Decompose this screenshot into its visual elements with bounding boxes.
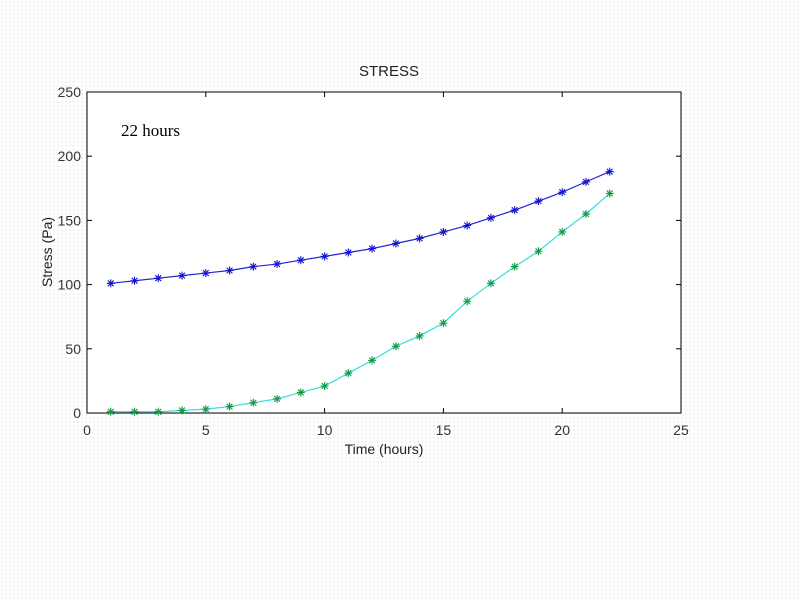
series-1-point [439, 227, 448, 236]
series-2-point [558, 227, 567, 236]
series-2-point [296, 388, 305, 397]
series-1-point [225, 266, 234, 275]
series-2-point [130, 407, 139, 416]
series-2-point [201, 405, 210, 414]
x-axis-ticks: 0 5 10 15 20 25 [83, 92, 689, 438]
x-tick-label: 20 [554, 422, 570, 438]
series-1-line [110, 171, 610, 284]
series-2-point [581, 209, 590, 218]
series-2-point [273, 394, 282, 403]
series-2-point [486, 279, 495, 288]
series-1-point [178, 271, 187, 280]
y-tick-label: 150 [58, 212, 82, 228]
series-1-point [344, 248, 353, 257]
series-1-point [510, 206, 519, 215]
series-2-point [463, 297, 472, 306]
series-layer [106, 167, 614, 416]
x-axis-title: Time (hours) [345, 441, 424, 457]
series-1-point [201, 269, 210, 278]
series-2-point [344, 369, 353, 378]
x-tick-label: 5 [202, 422, 210, 438]
y-tick-label: 0 [73, 405, 81, 421]
series-1-point [581, 177, 590, 186]
series-1-point [320, 252, 329, 261]
series-2-point [225, 402, 234, 411]
chart-title: STRESS [359, 63, 419, 80]
series-1-point [558, 188, 567, 197]
y-axis-ticks: 0 50 100 150 200 250 [58, 84, 681, 421]
series-1-point [368, 244, 377, 253]
series-2-point [391, 342, 400, 351]
series-1-point [415, 234, 424, 243]
y-tick-label: 50 [65, 341, 81, 357]
series-1-point [463, 221, 472, 230]
series-1-point [273, 260, 282, 269]
series-1-point [296, 256, 305, 265]
x-tick-label: 15 [436, 422, 452, 438]
series-2-point [534, 247, 543, 256]
annotation-label: 22 hours [121, 121, 180, 140]
series-1-point [605, 167, 614, 176]
series-2-point [249, 398, 258, 407]
series-1-point [391, 239, 400, 248]
series-1-point [130, 276, 139, 285]
y-tick-label: 200 [58, 148, 82, 164]
y-axis-title: Stress (Pa) [39, 217, 55, 287]
series-2-point [439, 319, 448, 328]
series-2-point [605, 189, 614, 198]
series-1-point [249, 262, 258, 271]
series-2-point [415, 331, 424, 340]
series-2-point [510, 262, 519, 271]
series-2-point [154, 407, 163, 416]
series-1-point [486, 213, 495, 222]
x-tick-label: 25 [673, 422, 689, 438]
y-tick-label: 250 [58, 84, 82, 100]
series-2-line [110, 192, 611, 413]
series-2-point [368, 356, 377, 365]
series-2-point [106, 407, 115, 416]
series-2-point [320, 382, 329, 391]
x-tick-label: 0 [83, 422, 91, 438]
x-tick-label: 10 [317, 422, 333, 438]
series-1-point [534, 197, 543, 206]
series-2-point [178, 406, 187, 415]
y-tick-label: 100 [58, 277, 82, 293]
series-1-point [106, 279, 115, 288]
series-1-point [154, 274, 163, 283]
plot-area [86, 91, 682, 414]
